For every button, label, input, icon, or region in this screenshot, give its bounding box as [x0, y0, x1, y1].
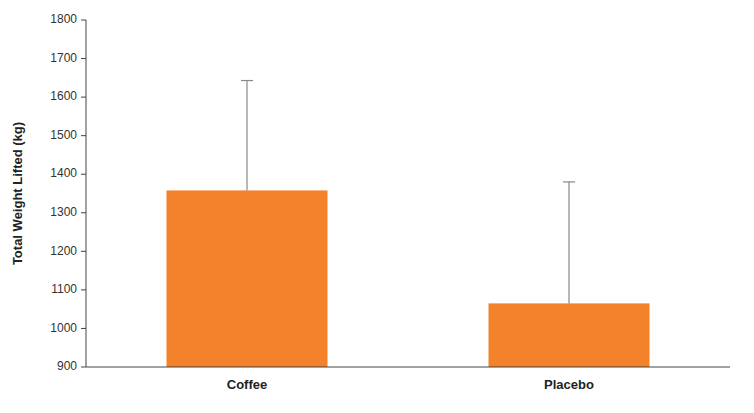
- x-axis-line: [86, 367, 730, 368]
- y-tick-label: 1200: [50, 244, 77, 258]
- plot-area: [167, 81, 650, 367]
- y-tick: [81, 212, 86, 213]
- chart-container: 900 1000 1100 1200 1300 1400 1500 1600 1700 1800 C…: [0, 0, 754, 413]
- bar: [167, 190, 328, 367]
- bar: [489, 303, 650, 367]
- y-axis-line: [86, 20, 87, 367]
- y-axis-label: Total Weight Lifted (kg): [10, 122, 25, 265]
- error-cap: [241, 80, 253, 81]
- y-tick-label: 1500: [50, 128, 77, 142]
- y-tick: [81, 58, 86, 59]
- error-cap: [563, 181, 575, 182]
- error-stem: [246, 81, 247, 191]
- y-tick-label: 1100: [51, 282, 77, 296]
- y-tick: [81, 367, 86, 368]
- y-tick-label: 1600: [50, 89, 77, 103]
- y-tick: [81, 289, 86, 290]
- error-stem: [568, 182, 569, 303]
- y-tick-label: 1700: [50, 51, 77, 65]
- error-bar: [241, 81, 253, 191]
- x-tick-label: Coffee: [227, 377, 267, 392]
- chart: 900 1000 1100 1200 1300 1400 1500 1600 1700 1800 C…: [0, 0, 754, 413]
- y-tick-label: 1800: [50, 12, 77, 26]
- y-tick: [81, 97, 86, 98]
- x-tick-label: Placebo: [544, 377, 594, 392]
- y-tick-label: 1400: [50, 166, 77, 180]
- y-tick: [81, 174, 86, 175]
- y-tick-label: 1000: [50, 321, 77, 335]
- y-tick: [81, 251, 86, 252]
- y-tick-label: 900: [57, 359, 77, 373]
- error-bar: [563, 182, 575, 303]
- y-tick-label: 1300: [50, 205, 77, 219]
- y-tick: [81, 135, 86, 136]
- y-tick: [81, 328, 86, 329]
- y-tick: [81, 20, 86, 21]
